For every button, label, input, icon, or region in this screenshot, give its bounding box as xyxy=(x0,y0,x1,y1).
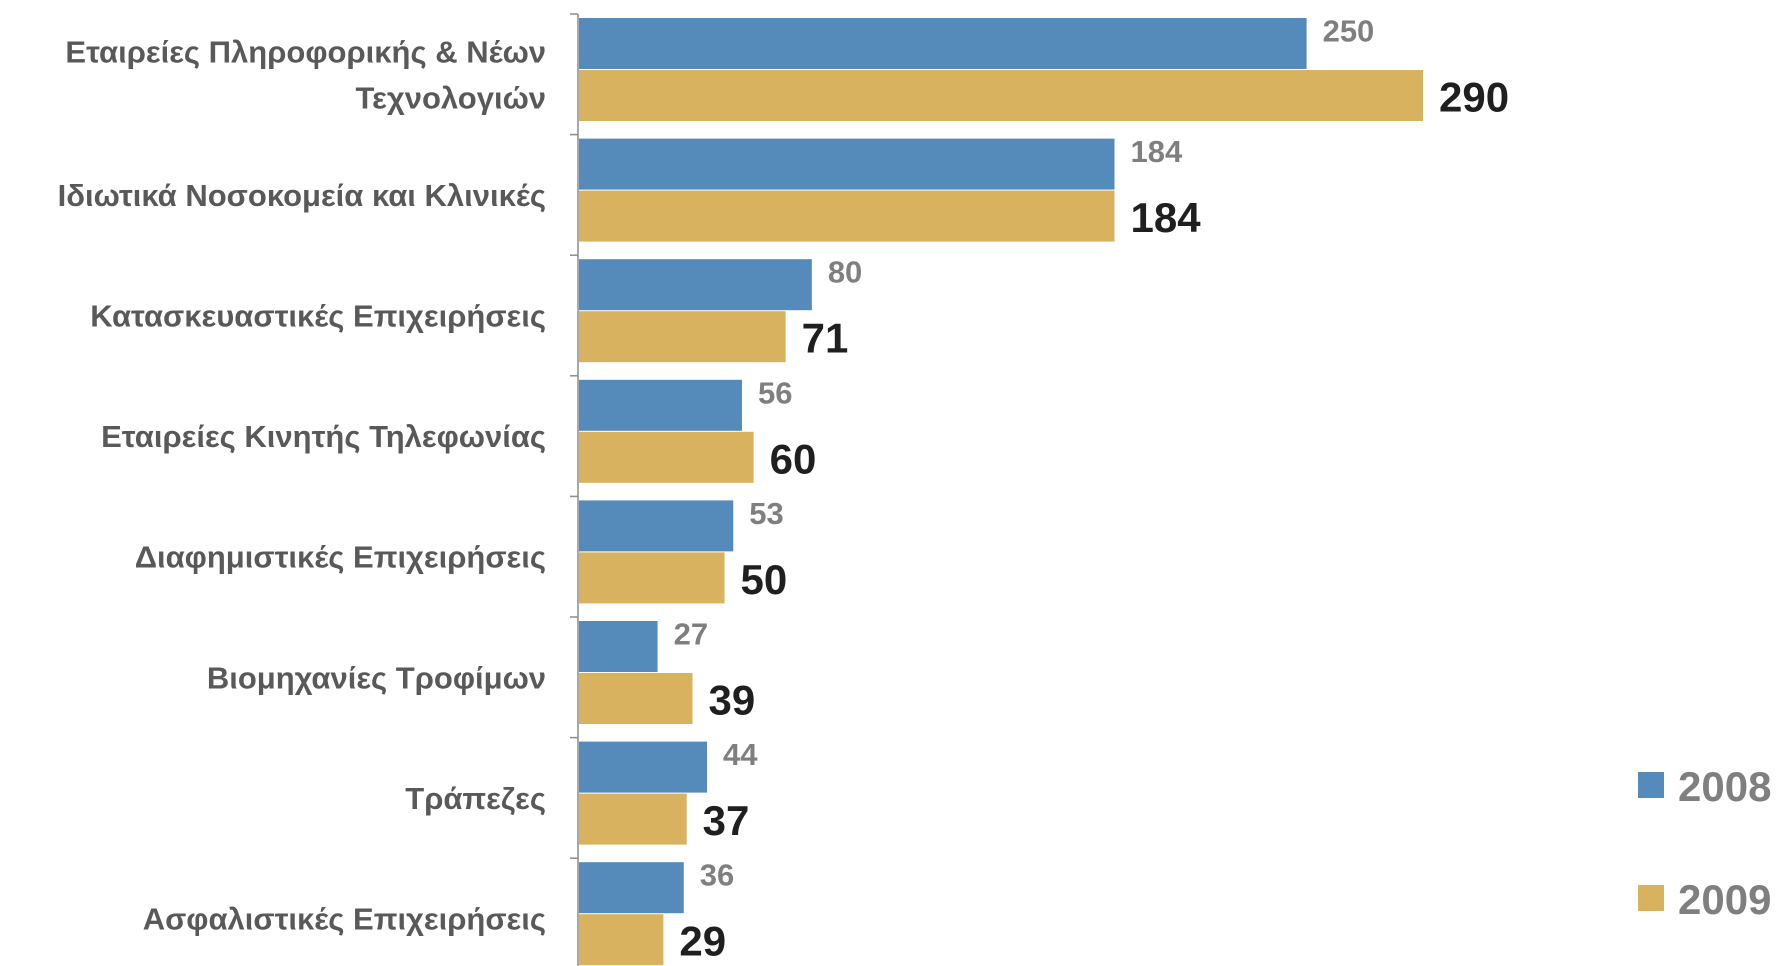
category-label: Τράπεζες xyxy=(405,781,546,816)
legend-swatch-2009 xyxy=(1638,885,1664,911)
category-labels: Εταιρείες Πληροφορικής & Νέων Τεχνολογιών… xyxy=(58,34,546,936)
bar-2009 xyxy=(579,431,754,483)
data-label-2009: 290 xyxy=(1439,74,1509,121)
data-label-2009: 37 xyxy=(703,797,750,844)
category-label: Διαφημιστικές Επιχειρήσεις xyxy=(135,540,546,575)
bar-2009 xyxy=(579,311,786,363)
category-axis xyxy=(570,13,579,966)
category-label: Ασφαλιστικές Επιχειρήσεις xyxy=(143,902,546,937)
category-label: Κατασκευαστικές Επιχειρήσεις xyxy=(90,299,546,334)
category-label: Εταιρείες Κινητής Τηλεφωνίας xyxy=(101,419,546,454)
bar-2008 xyxy=(579,259,812,311)
category-label: Ιδιωτικά Νοσοκομεία και Κλινικές xyxy=(58,178,546,213)
bar-2008 xyxy=(579,18,1307,69)
bar-2009 xyxy=(579,70,1423,121)
bars xyxy=(579,18,1423,966)
bar-2009 xyxy=(579,914,664,966)
legend-label-2009: 2009 xyxy=(1678,876,1771,923)
data-label-2008: 53 xyxy=(749,496,783,531)
data-label-2008: 184 xyxy=(1131,134,1183,169)
bar-2008 xyxy=(579,741,708,793)
bar-2008 xyxy=(579,621,658,672)
data-label-2008: 80 xyxy=(828,255,862,290)
category-label: Τεχνολογιών xyxy=(356,80,546,115)
data-label-2008: 44 xyxy=(723,737,758,772)
category-label: Βιομηχανίες Τροφίμων xyxy=(207,660,546,695)
bar-2008 xyxy=(579,500,734,552)
legend: 2008 2009 xyxy=(1638,763,1771,923)
bar-2009 xyxy=(579,793,687,845)
legend-label-2008: 2008 xyxy=(1678,763,1771,810)
bar-2008 xyxy=(579,379,742,431)
data-label-2009: 29 xyxy=(679,918,726,965)
data-label-2009: 71 xyxy=(802,315,849,362)
data-label-2009: 60 xyxy=(770,435,817,482)
data-label-2008: 36 xyxy=(700,858,734,893)
bar-2008 xyxy=(579,138,1115,190)
bar-2009 xyxy=(579,552,725,604)
bar-2009 xyxy=(579,190,1115,242)
data-label-2009: 50 xyxy=(741,556,788,603)
data-label-2009: 39 xyxy=(709,677,756,724)
data-label-2009: 184 xyxy=(1131,194,1202,241)
category-label: Εταιρείες Πληροφορικής & Νέων xyxy=(65,34,546,69)
data-label-2008: 250 xyxy=(1323,14,1375,49)
legend-swatch-2008 xyxy=(1638,772,1664,798)
data-label-2008: 56 xyxy=(758,375,792,410)
bar-2008 xyxy=(579,862,684,914)
data-label-2008: 27 xyxy=(674,617,708,652)
bar-2009 xyxy=(579,673,693,724)
